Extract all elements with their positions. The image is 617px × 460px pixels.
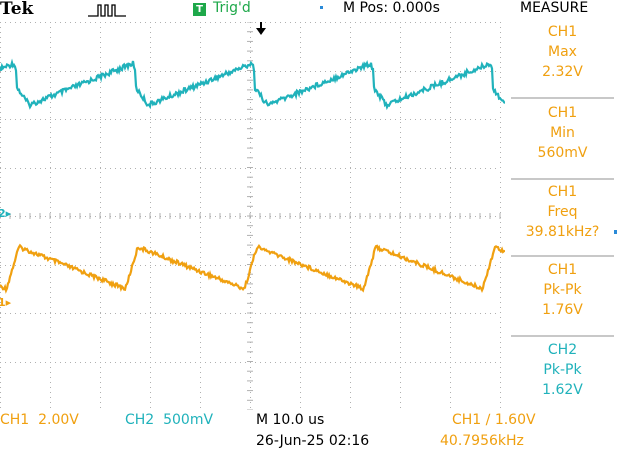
ch1-ground-marker: 1▸ bbox=[0, 296, 12, 309]
menu-title: MEASURE bbox=[520, 0, 589, 16]
artifact-dot bbox=[320, 6, 323, 9]
trigger-status: Trig'd bbox=[213, 0, 251, 16]
measure-channel: CH1 bbox=[547, 105, 578, 121]
measure-channel: CH2 bbox=[547, 342, 578, 358]
ch1-waveform bbox=[0, 243, 505, 294]
measure-value: 2.32V bbox=[542, 64, 583, 80]
measure-slot-4[interactable]: CH1 Pk-Pk 1.76V bbox=[511, 258, 614, 337]
horizontal-position: M Pos: 0.000s bbox=[343, 0, 440, 16]
measure-slot-1[interactable]: CH1 Max 2.32V bbox=[511, 22, 614, 99]
ch2-scale: CH2 500mV bbox=[125, 412, 214, 428]
status-bar: Tek T Trig'd M Pos: 0.000s MEASURE bbox=[0, 0, 617, 20]
measure-value: 1.76V bbox=[542, 302, 583, 318]
measure-channel: CH1 bbox=[547, 184, 578, 200]
measure-type: Pk-Pk bbox=[543, 362, 582, 378]
measure-value: 560mV bbox=[537, 145, 588, 161]
measure-type: Freq bbox=[547, 204, 578, 220]
measure-slot-5[interactable]: CH2 Pk-Pk 1.62V bbox=[511, 338, 614, 410]
measure-slot-3[interactable]: CH1 Freq 39.81kHz? bbox=[511, 180, 614, 257]
artifact-dot bbox=[613, 230, 617, 234]
acquire-pulse-icon bbox=[88, 4, 126, 17]
measure-value: 39.81kHz? bbox=[525, 224, 600, 240]
measure-type: Min bbox=[550, 125, 575, 141]
ch1-scale: CH1 2.00V bbox=[0, 412, 79, 428]
measure-channel: CH1 bbox=[547, 262, 578, 278]
graticule bbox=[0, 22, 501, 410]
measure-type: Max bbox=[548, 44, 577, 60]
ch2-waveform bbox=[0, 58, 505, 111]
measure-value: 1.62V bbox=[542, 382, 583, 398]
ch2-ground-marker: 2▸ bbox=[0, 207, 12, 220]
measure-type: Pk-Pk bbox=[543, 282, 582, 298]
waveform-display bbox=[0, 22, 505, 410]
trigger-frequency: 40.7956kHz bbox=[440, 433, 524, 449]
brand-logo: Tek bbox=[0, 0, 34, 19]
trigger-position-icon bbox=[256, 22, 266, 35]
trigger-setting: CH1 ∕ 1.60V bbox=[452, 412, 536, 428]
timebase: M 10.0 us bbox=[256, 412, 325, 428]
trigger-badge: T bbox=[193, 3, 206, 16]
measure-channel: CH1 bbox=[547, 24, 578, 40]
date-time: 26-Jun-25 02:16 bbox=[256, 433, 370, 449]
measure-slot-2[interactable]: CH1 Min 560mV bbox=[511, 100, 614, 180]
